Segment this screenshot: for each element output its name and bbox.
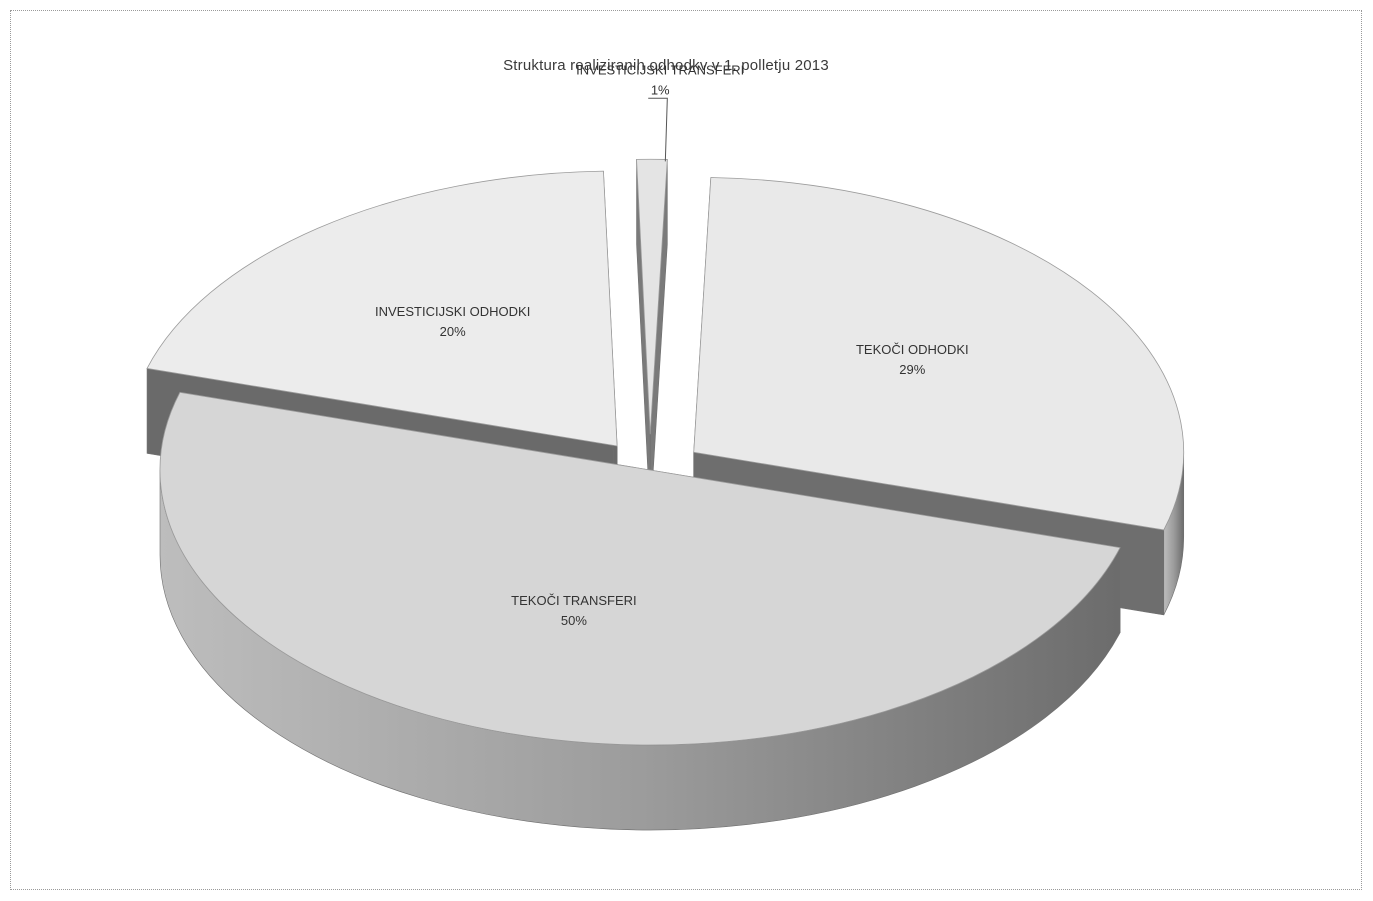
pie-slice-top <box>146 170 618 447</box>
slice-category-label: TEKOČI ODHODKI <box>856 342 969 357</box>
slice-percent-label: 50% <box>561 613 587 628</box>
slice-percent-label: 29% <box>899 362 925 377</box>
chart-title: Struktura realiziranih odhodkv v 1. poll… <box>503 57 829 74</box>
slice-category-label: TEKOČI TRANSFERI <box>511 593 636 608</box>
slice-category-label: INVESTICIJSKI TRANSFERI <box>576 62 744 77</box>
slice-percent-label: 1% <box>651 82 670 97</box>
label-leader-line <box>648 97 668 162</box>
slice-percent-label: 20% <box>440 324 466 339</box>
pie-slice-top <box>160 391 1121 745</box>
pie-slice-top <box>693 177 1185 531</box>
slice-category-label: INVESTICIJSKI ODHODKI <box>375 304 530 319</box>
pie-slice-top <box>636 158 668 435</box>
